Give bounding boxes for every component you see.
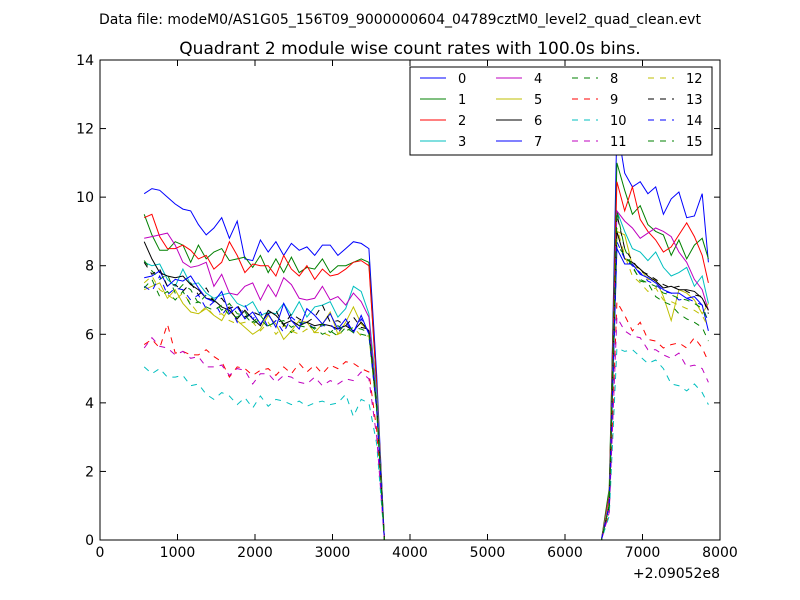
- legend-label-13: 13: [686, 93, 703, 108]
- x-tick-label: 5000: [470, 545, 506, 561]
- series-line-6: [143, 231, 709, 541]
- chart-title: Quadrant 2 module wise count rates with …: [179, 39, 640, 59]
- y-tick-label: 0: [85, 533, 94, 549]
- x-axis-offset-label: +2.09052e8: [633, 566, 720, 582]
- series-line-0: [143, 125, 709, 541]
- series-line-2: [143, 181, 709, 541]
- legend-label-14: 14: [686, 114, 703, 129]
- series-line-1: [143, 162, 709, 541]
- legend-label-3: 3: [458, 135, 466, 150]
- legend-label-1: 1: [458, 93, 466, 108]
- legend-label-8: 8: [610, 72, 618, 87]
- series-line-9: [143, 299, 709, 541]
- series-line-4: [144, 209, 709, 541]
- x-tick-label: 0: [96, 545, 105, 561]
- x-tick-label: 8000: [702, 545, 738, 561]
- series-line-3: [143, 210, 709, 541]
- series-line-12: [143, 227, 709, 541]
- x-tick-label: 7000: [625, 545, 661, 561]
- series-line-13: [143, 214, 709, 541]
- legend-label-12: 12: [686, 72, 703, 87]
- legend-label-6: 6: [534, 114, 542, 129]
- series-line-14: [143, 241, 709, 541]
- y-tick-label: 4: [85, 396, 94, 412]
- series-line-10: [143, 347, 709, 541]
- y-tick-label: 6: [85, 327, 94, 343]
- legend-label-5: 5: [534, 93, 542, 108]
- y-tick-label: 2: [85, 464, 94, 480]
- series-line-15: [143, 210, 709, 541]
- x-tick-label: 1000: [160, 545, 196, 561]
- legend-label-0: 0: [458, 72, 466, 87]
- y-tick-label: 12: [76, 122, 94, 138]
- y-tick-label: 8: [85, 259, 94, 275]
- x-tick-label: 6000: [547, 545, 583, 561]
- legend-label-10: 10: [610, 114, 627, 129]
- legend-label-7: 7: [534, 135, 542, 150]
- figure-suptitle: Data file: modeM0/AS1G05_156T09_90000006…: [99, 12, 701, 28]
- legend-label-9: 9: [610, 93, 618, 108]
- legend-label-2: 2: [458, 114, 466, 129]
- x-tick-label: 3000: [315, 545, 351, 561]
- series-line-8: [143, 243, 709, 541]
- series-line-5: [143, 230, 709, 541]
- legend-label-15: 15: [686, 135, 703, 150]
- y-tick-label: 10: [76, 190, 94, 206]
- legend-label-11: 11: [610, 135, 627, 150]
- legend-frame: [409, 66, 713, 156]
- y-tick-label: 14: [76, 53, 94, 69]
- series-line-7: [144, 248, 709, 541]
- x-tick-label: 4000: [392, 545, 428, 561]
- series-line-11: [143, 315, 709, 541]
- plot-area: 0 1000 2000 3000 4000 5000 6000 7000 80000246810…: [76, 53, 738, 561]
- x-tick-label: 2000: [237, 545, 273, 561]
- legend-label-4: 4: [534, 72, 542, 87]
